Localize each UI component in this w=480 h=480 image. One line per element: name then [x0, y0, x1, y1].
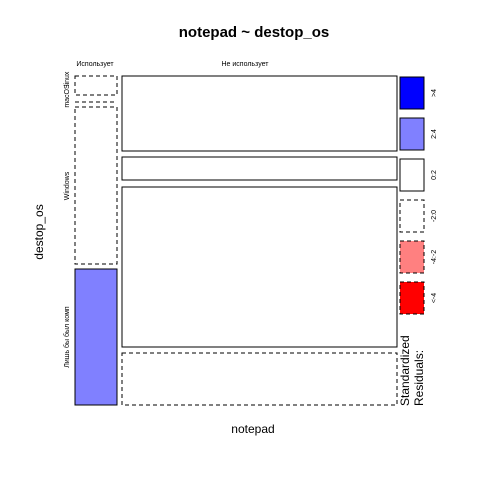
tile-not-uses-macos: [121, 75, 398, 152]
col-label-uses: Использует: [76, 61, 114, 68]
row-label-macos: macOS: [64, 84, 71, 108]
row-label-any-computer: Лишь бы был комп: [63, 306, 71, 368]
legend-label: 2:4: [431, 129, 438, 139]
legend: >4 2:4 0:2 -2:0 -4:-2 <-4: [399, 76, 438, 315]
tile-not-uses-windows: [121, 186, 398, 348]
legend-swatch: [399, 240, 425, 274]
row-label-windows: Windows: [64, 171, 71, 200]
y-axis-label: destop_os: [32, 204, 46, 259]
tile-uses-windows: [74, 106, 118, 265]
chart-title: notepad ~ destop_os: [179, 24, 329, 41]
tile-uses-any-computer: [74, 268, 118, 406]
legend-swatch: [399, 199, 425, 233]
legend-title-line-2: Residuals:: [412, 350, 426, 406]
tile-uses-macos: [74, 75, 118, 96]
tile-not-uses-linux: [121, 156, 398, 181]
legend-label: -4:-2: [431, 250, 438, 265]
legend-label: >4: [431, 89, 438, 97]
legend-swatch: [399, 158, 425, 192]
legend-swatch: [399, 117, 425, 151]
x-axis-label: notepad: [231, 422, 274, 436]
legend-label: -2:0: [431, 210, 438, 222]
row-label-linux: linux: [64, 71, 71, 86]
tile-not-uses-any-computer: [121, 352, 398, 406]
legend-swatch: [399, 76, 425, 110]
legend-title-line-1: Standardized: [398, 335, 412, 406]
legend-label: 0:2: [431, 170, 438, 180]
legend-label: <-4: [431, 293, 438, 303]
legend-swatch: [399, 281, 425, 315]
col-label-not-uses: Не использует: [222, 61, 270, 68]
